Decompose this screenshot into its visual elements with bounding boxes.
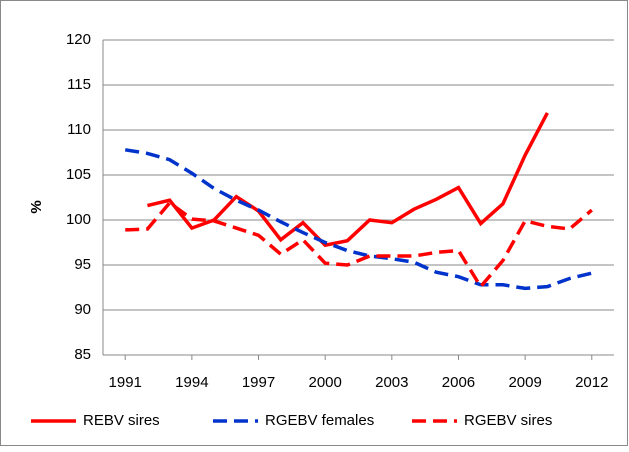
x-tick-label: 2003: [375, 374, 408, 391]
x-tick-label: 2012: [575, 374, 608, 391]
y-tick-label: 105: [66, 166, 91, 183]
x-tick-label: 2009: [508, 374, 541, 391]
y-axis-label: %: [28, 200, 45, 213]
series-line: [125, 200, 593, 290]
x-tick-label: 2006: [442, 374, 475, 391]
x-tick-label: 1997: [242, 374, 275, 391]
legend-label: REBV sires: [83, 412, 160, 429]
y-tick-label: 90: [74, 301, 91, 318]
x-tick-label: 1994: [175, 374, 208, 391]
y-tick-label: 120: [66, 31, 91, 48]
x-tick-label: 2000: [308, 374, 341, 391]
y-tick-label: 115: [67, 76, 91, 93]
y-tick-label: 85: [74, 346, 91, 363]
y-tick-label: 95: [74, 256, 91, 273]
series-line: [124, 148, 593, 291]
legend-label: RGEBV sires: [464, 412, 552, 429]
legend-label: RGEBV females: [265, 412, 374, 429]
x-tick-label: 1991: [109, 374, 142, 391]
y-tick-label: 100: [66, 211, 91, 228]
y-tick-label: 110: [67, 121, 91, 138]
